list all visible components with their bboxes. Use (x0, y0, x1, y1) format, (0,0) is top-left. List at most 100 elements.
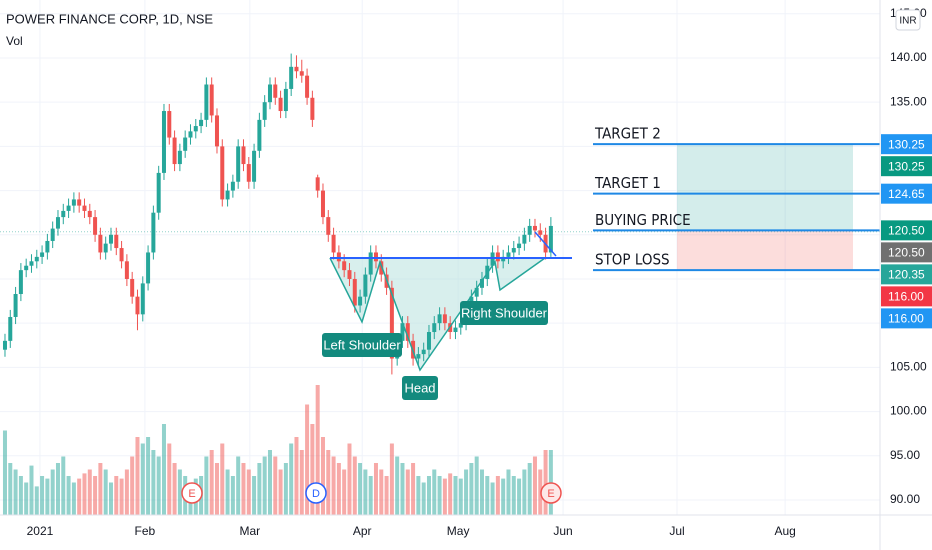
candle-body (421, 349, 426, 355)
volume-bar (2, 430, 7, 515)
candle-body (437, 314, 442, 324)
candle-body (342, 261, 347, 271)
chart-title: POWER FINANCE CORP, 1D, NSE (6, 11, 213, 26)
volume-bar (511, 476, 516, 515)
volume-bar (98, 463, 103, 515)
volume-label: Vol (6, 34, 23, 48)
event-marker[interactable] (305, 482, 327, 504)
candle-body (400, 323, 405, 341)
candle-body (479, 278, 484, 288)
candle-body (225, 190, 230, 200)
candle-body (548, 225, 553, 253)
candle-body (373, 252, 378, 262)
grid (0, 0, 880, 515)
price-badge-label: 116.00 (888, 290, 924, 304)
volume-bar (464, 469, 469, 515)
candle-body (315, 177, 320, 191)
price-badge (881, 308, 932, 329)
candle-body (151, 212, 156, 253)
candle-body (61, 210, 66, 218)
price-badge-label: 116.00 (888, 312, 924, 326)
candle-body (458, 323, 463, 328)
volume-bar (458, 478, 463, 515)
candle-body (82, 205, 87, 211)
candle-body (522, 234, 527, 244)
volume-bar (495, 476, 500, 515)
candle-body (18, 270, 23, 295)
volume-bar (103, 469, 108, 515)
volume-bar (146, 437, 151, 515)
candle-body (135, 296, 140, 315)
candle-body (177, 150, 182, 165)
price-badge (881, 286, 932, 307)
candle-body (501, 256, 506, 262)
x-tick-label: Mar (240, 524, 261, 538)
volume-bar (437, 476, 442, 515)
level-label: TARGET 2 (594, 125, 661, 143)
volume (2, 385, 553, 515)
candle-body (140, 283, 145, 315)
volume-bar (225, 469, 230, 515)
level-label: BUYING PRICE (595, 211, 691, 229)
volume-bar (55, 463, 60, 515)
candle-body (108, 234, 113, 244)
volume-bar (177, 469, 182, 515)
candle-body (278, 97, 283, 112)
volume-bar (358, 463, 363, 515)
candle-body (146, 252, 151, 284)
volume-bar (411, 463, 416, 515)
candle-body (230, 181, 235, 191)
currency-button[interactable] (895, 9, 921, 31)
candle-body (358, 296, 363, 306)
volume-bar (29, 465, 34, 515)
price-badge (881, 134, 932, 155)
volume-bar (257, 463, 262, 515)
volume-bar (252, 476, 257, 515)
candle-body (347, 270, 352, 279)
candle-body (246, 164, 251, 182)
x-tick-label: 2021 (27, 524, 54, 538)
volume-bar (485, 476, 490, 515)
candle-body (294, 66, 299, 72)
candle-body (289, 66, 294, 89)
price-badge (881, 242, 932, 263)
candle-body (156, 172, 161, 213)
volume-bar (236, 456, 241, 515)
candle-body (13, 294, 18, 317)
pattern-label-box (322, 333, 402, 357)
volume-bar (34, 486, 39, 515)
volume-bar (400, 463, 405, 515)
volume-bar (315, 385, 320, 515)
candle-body (236, 146, 241, 182)
event-marker[interactable] (540, 482, 562, 504)
volume-bar (310, 424, 315, 515)
volume-bar (140, 443, 145, 515)
volume-bar (87, 469, 92, 515)
price-badge (881, 220, 932, 241)
volume-bar (161, 424, 166, 515)
candle-body (257, 119, 262, 151)
event-label: E (547, 488, 554, 500)
volume-bar (479, 469, 484, 515)
volume-bar (18, 476, 23, 515)
candle-body (188, 131, 193, 138)
volume-bar (40, 476, 45, 515)
event-marker[interactable] (181, 482, 203, 504)
candle-body (495, 252, 500, 262)
volume-bar (24, 482, 29, 515)
price-badge (881, 156, 932, 177)
volume-bar (379, 469, 384, 515)
candle-body (214, 115, 219, 147)
volume-bar (273, 456, 278, 515)
volume-bar (347, 443, 352, 515)
volume-bar (45, 478, 50, 515)
volume-bar (442, 478, 447, 515)
candle-body (87, 210, 92, 218)
volume-bar (522, 469, 527, 515)
candle-body (119, 248, 124, 262)
candle-body (379, 261, 384, 275)
volume-bar (114, 476, 119, 515)
volume-bar (267, 450, 272, 515)
pattern-line (329, 257, 546, 372)
candle-body (331, 234, 336, 253)
